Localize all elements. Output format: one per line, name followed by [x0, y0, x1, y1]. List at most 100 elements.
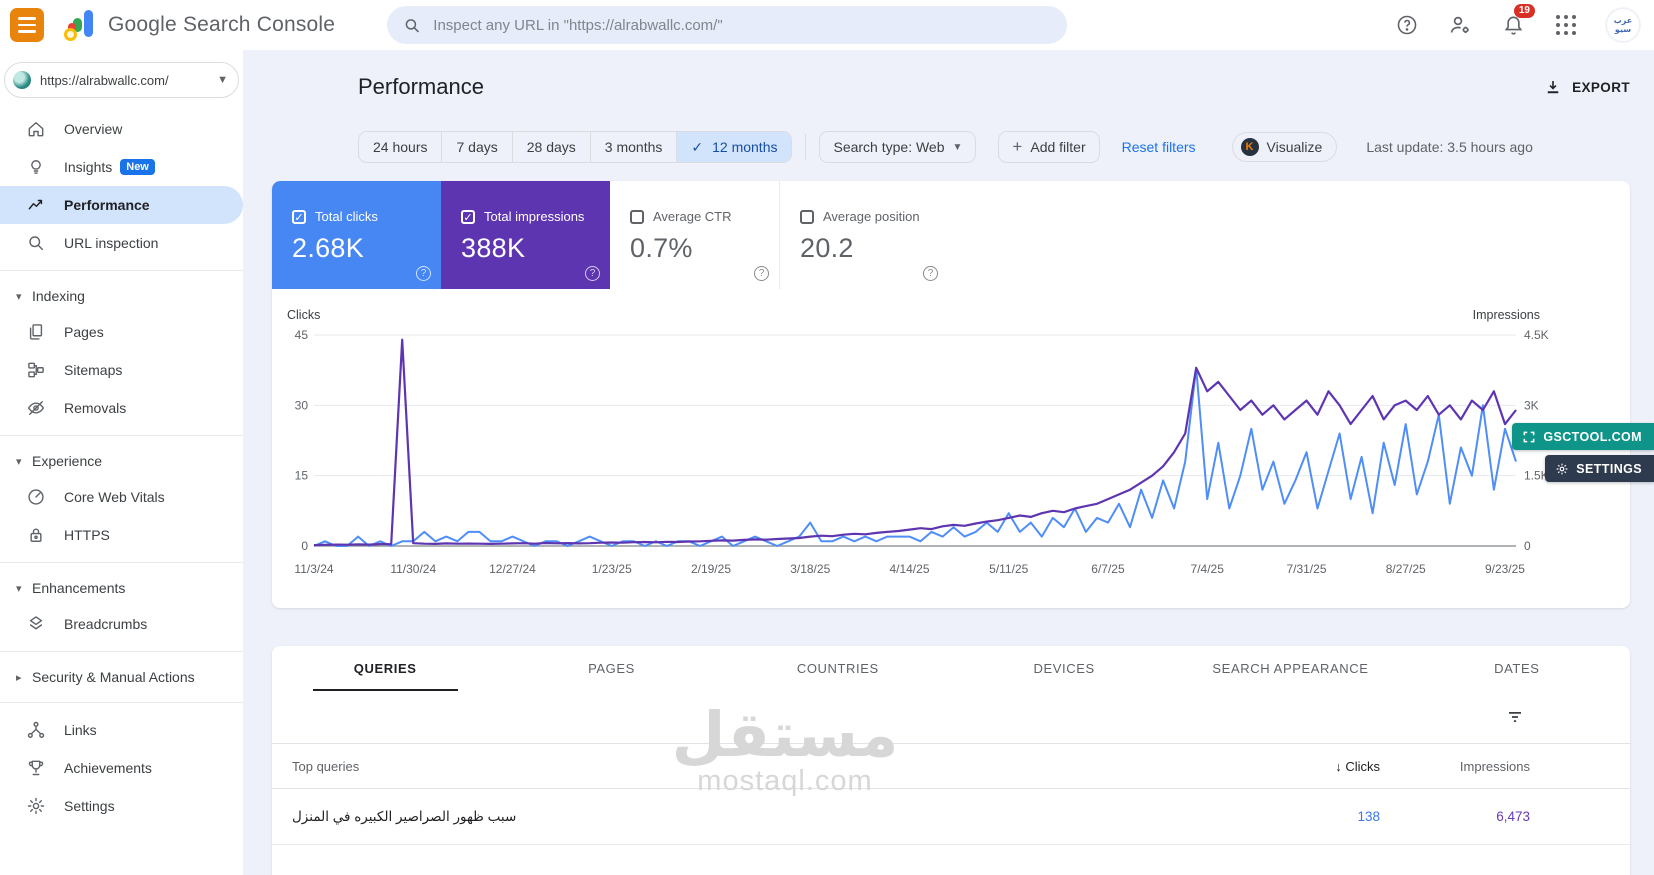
help-icon[interactable]: ? [923, 266, 938, 281]
metric-total-clicks[interactable]: ✓ Total clicks 2.68K? [272, 181, 441, 289]
metric-label: Average position [823, 209, 920, 224]
google-apps-button[interactable] [1553, 12, 1579, 38]
axis-label: 9/23/25 [1485, 562, 1525, 576]
url-inspect-searchbar[interactable] [387, 6, 1068, 44]
table-header-row: Top queries ↓ Clicks Impressions [272, 743, 1630, 789]
metric-value: 0.7% [630, 233, 693, 263]
sidebar-item-links[interactable]: Links [0, 711, 243, 749]
notifications-button[interactable]: 19 [1500, 4, 1535, 38]
checkbox-average-ctr[interactable] [630, 209, 644, 224]
help-icon[interactable]: ? [754, 266, 769, 281]
tab-search-appearance[interactable]: SEARCH APPEARANCE [1212, 661, 1369, 676]
visualize-button[interactable]: K Visualize [1231, 132, 1338, 162]
last-update-text: Last update: 3.5 hours ago [1366, 139, 1533, 155]
axis-label: 7/4/25 [1191, 562, 1225, 576]
timeseries-chart[interactable]: Clicks Impressions 45 4.5K 30 3K 15 1.5K 0 0 11/3/… [272, 289, 1630, 601]
sidebar-item-https[interactable]: HTTPS [0, 516, 243, 554]
reset-filters-link[interactable]: Reset filters [1121, 139, 1196, 155]
help-icon[interactable]: ? [416, 266, 431, 281]
sidebar-item-label: Overview [64, 121, 123, 137]
notification-badge: 19 [1513, 4, 1535, 18]
site-favicon [13, 71, 31, 89]
table-row[interactable]: سبب ظهور الصراصير الكبيره في المنزل 138 6,… [272, 789, 1630, 845]
metric-average-ctr[interactable]: Average CTR 0.7%? [610, 181, 779, 289]
checkbox-total-impressions[interactable]: ✓ [461, 209, 475, 224]
metric-total-impressions[interactable]: ✓ Total impressions 388K? [441, 181, 610, 289]
bell-icon [1504, 16, 1522, 35]
property-selector[interactable]: https://alrabwallc.com/ ▼ [4, 62, 239, 98]
sidebar-item-sitemaps[interactable]: Sitemaps [0, 351, 243, 389]
axis-label: 30 [295, 398, 309, 412]
search-console-logo-icon [64, 9, 96, 41]
column-clicks[interactable]: ↓ Clicks [1335, 758, 1380, 774]
sidebar-section-security-manual-actions[interactable]: ▸ Security & Manual Actions [0, 660, 243, 694]
sidebar-item-removals[interactable]: Removals [0, 389, 243, 427]
query-cell: سبب ظهور الصراصير الكبيره في المنزل [292, 808, 517, 824]
tab-devices[interactable]: DEVICES [1033, 661, 1095, 676]
tab-pages[interactable]: PAGES [588, 661, 635, 676]
range-24-hours[interactable]: 24 hours [359, 132, 443, 162]
metric-value: 20.2 [800, 233, 854, 263]
account-avatar[interactable]: عرب سيو [1606, 8, 1640, 42]
filter-list-icon[interactable] [1506, 708, 1524, 726]
gear-icon [1556, 463, 1568, 474]
chevron-down-icon: ▾ [16, 290, 22, 303]
sidebar-section-label: Experience [32, 453, 103, 469]
tab-countries[interactable]: COUNTRIES [796, 661, 879, 676]
app-logo[interactable]: Google Search Console [64, 9, 335, 41]
sidebar-item-pages[interactable]: Pages [0, 313, 243, 351]
tab-dates[interactable]: DATES [1494, 661, 1540, 676]
download-icon [1547, 81, 1559, 94]
add-filter-button[interactable]: + Add filter [998, 131, 1100, 163]
settings-overlay-button[interactable]: SETTINGS [1545, 455, 1654, 482]
help-button[interactable] [1394, 12, 1420, 38]
tab-queries[interactable]: QUERIES [272, 646, 498, 691]
lock-icon [26, 525, 46, 545]
sidebar-item-overview[interactable]: Overview [0, 110, 243, 148]
range-label: 12 months [712, 139, 778, 155]
sidebar-item-label: Links [64, 722, 97, 738]
axis-label: 3/18/25 [790, 562, 830, 576]
range-7-days[interactable]: 7 days [442, 132, 513, 162]
sidebar-item-label: Sitemaps [64, 362, 123, 378]
range-28-days[interactable]: 28 days [513, 132, 591, 162]
sidebar-section-indexing[interactable]: ▾ Indexing [0, 279, 243, 313]
sidebar-item-label: Insights [64, 159, 113, 175]
range-3-months[interactable]: 3 months [591, 132, 678, 162]
sidebar-section-enhancements[interactable]: ▾ Enhancements [0, 571, 243, 605]
gear-icon [26, 796, 46, 816]
performance-chart-card: ✓ Total clicks 2.68K? ✓ Total impressions 388… [272, 181, 1630, 608]
axis-label: 8/27/25 [1386, 562, 1426, 576]
column-impressions[interactable]: Impressions [1459, 758, 1530, 774]
axis-label: 11/3/24 [294, 562, 333, 576]
manage-users-button[interactable] [1447, 12, 1473, 38]
column-top-queries[interactable]: Top queries [292, 758, 360, 774]
sidebar-item-insights[interactable]: Insights New [0, 148, 243, 186]
hamburger-menu-icon[interactable] [10, 8, 44, 42]
search-type-dropdown[interactable]: Search type: Web ▼ [819, 131, 977, 163]
sidebar-item-achievements[interactable]: Achievements [0, 749, 243, 787]
sidebar-item-breadcrumbs[interactable]: Breadcrumbs [0, 605, 243, 643]
export-button[interactable]: EXPORT [1544, 78, 1630, 96]
chevron-right-icon: ▸ [16, 671, 22, 684]
metric-average-position[interactable]: Average position 20.2? [779, 181, 948, 289]
url-inspect-input[interactable] [433, 16, 1052, 34]
sidebar-item-url-inspection[interactable]: URL inspection [0, 224, 243, 262]
sidebar-item-label: Performance [64, 197, 150, 213]
trophy-icon [26, 758, 46, 778]
axis-label: 15 [295, 469, 309, 483]
range-12-months[interactable]: ✓ 12 months [677, 132, 792, 162]
clicks-cell: 138 [1357, 809, 1380, 824]
axis-label: 11/30/24 [390, 562, 436, 576]
looker-icon: K [1240, 138, 1259, 156]
sidebar-section-experience[interactable]: ▾ Experience [0, 444, 243, 478]
sidebar-item-settings[interactable]: Settings [0, 787, 243, 825]
search-icon [405, 18, 420, 32]
checkbox-average-position[interactable] [800, 209, 814, 224]
layers-icon [26, 614, 46, 634]
help-icon[interactable]: ? [585, 266, 600, 281]
sidebar-item-performance[interactable]: Performance [0, 186, 243, 224]
gsctool-overlay-button[interactable]: GSCTOOL.COM [1512, 423, 1654, 450]
checkbox-total-clicks[interactable]: ✓ [292, 209, 306, 224]
sidebar-item-core-web-vitals[interactable]: Core Web Vitals [0, 478, 243, 516]
